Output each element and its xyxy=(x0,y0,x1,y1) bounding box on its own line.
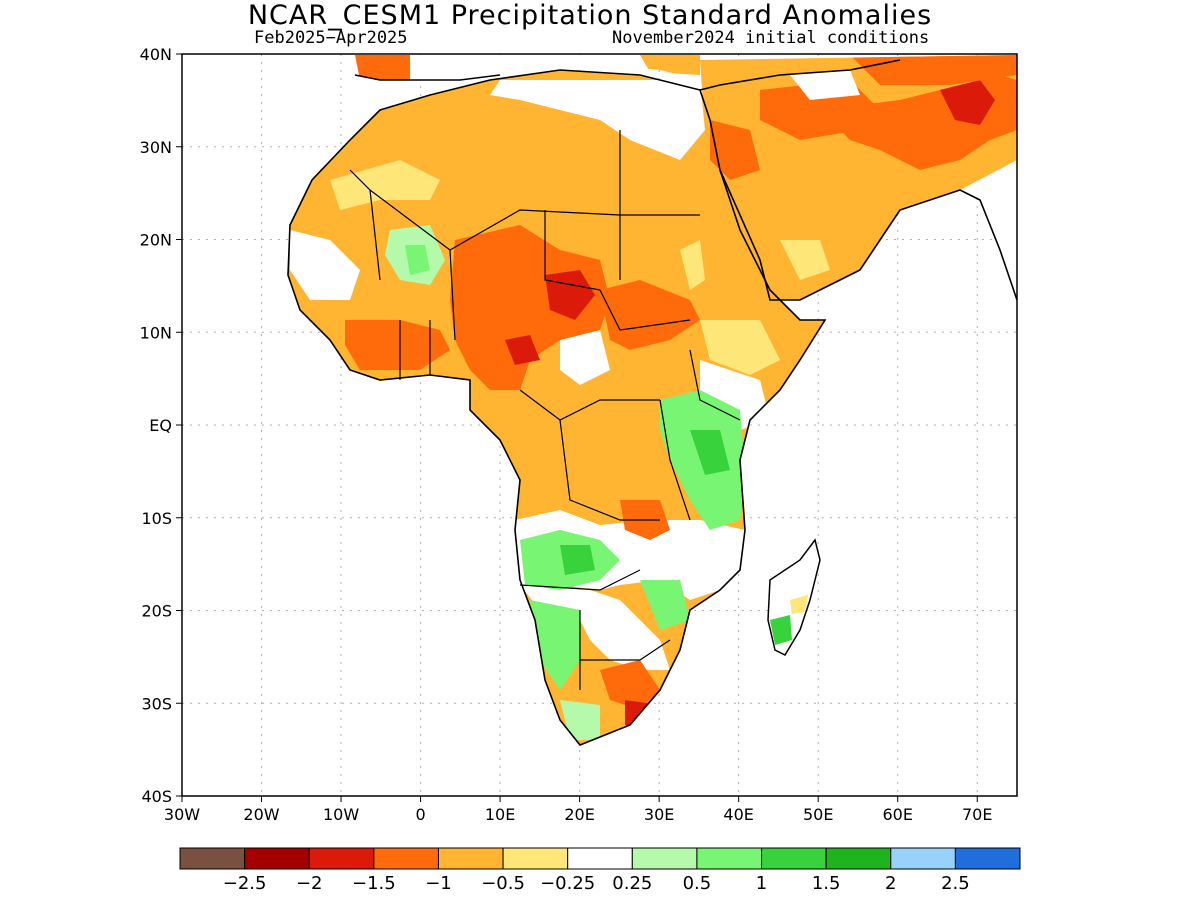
lat-tick-label: 40N xyxy=(140,45,172,64)
lat-tick-label: 40S xyxy=(141,787,172,806)
colorbar-swatch xyxy=(567,847,633,870)
colorbar-label: −0.25 xyxy=(540,873,595,894)
colorbar-label: 1.5 xyxy=(812,873,841,894)
lat-tick-label: 30S xyxy=(141,694,172,713)
lon-tick-label: 20E xyxy=(564,805,594,824)
colorbar-swatch xyxy=(373,847,439,870)
colorbar-swatch xyxy=(696,847,763,870)
forecast-period: Feb2025−Apr2025 xyxy=(254,28,408,48)
colorbar-swatch xyxy=(244,847,310,870)
colorbar-swatch xyxy=(761,847,827,870)
chart-title: NCAR_CESM1 Precipitation Standard Anomal… xyxy=(247,0,933,31)
coastlines xyxy=(287,59,1018,746)
lon-tick-label: 40E xyxy=(723,805,753,824)
colorbar-label: 0.25 xyxy=(612,873,652,894)
lon-tick-label: 50E xyxy=(803,805,833,824)
colorbar-swatch xyxy=(179,847,246,870)
colorbar: −2.5 −2 −1.5 −1 −0.5 −0.25 0.25 0.5 1 1.5 2 2.5 xyxy=(179,847,1021,894)
colorbar-swatch xyxy=(825,847,892,870)
colorbar-swatch xyxy=(437,847,504,870)
colorbar-swatch xyxy=(631,847,698,870)
lon-tick-label: 60E xyxy=(882,805,912,824)
lon-tick-label: 0 xyxy=(415,805,425,824)
lon-tick-label: 10W xyxy=(323,805,359,824)
colorbar-label: 0.5 xyxy=(683,873,712,894)
colorbar-swatch xyxy=(890,847,956,870)
colorbar-swatch xyxy=(502,847,569,870)
lon-tick-label: 30E xyxy=(644,805,674,824)
madagascar xyxy=(767,538,821,656)
colorbar-label: −1 xyxy=(425,873,452,894)
lat-tick-label: 30N xyxy=(140,138,172,157)
lon-tick-label: 70E xyxy=(962,805,992,824)
colorbar-label: −2.5 xyxy=(223,873,267,894)
lat-tick-label: 20S xyxy=(141,602,172,621)
colorbar-label: 2.5 xyxy=(941,873,970,894)
lon-tick-label: 30W xyxy=(164,805,200,824)
lat-tick-label: EQ xyxy=(149,416,172,435)
lat-tick-label: 20N xyxy=(140,231,172,250)
colorbar-label: −1.5 xyxy=(352,873,396,894)
initial-conditions: November2024 initial conditions xyxy=(612,28,930,48)
colorbar-label: −2 xyxy=(296,873,323,894)
colorbar-swatch xyxy=(954,847,1021,870)
lat-tick-label: 10S xyxy=(141,509,172,528)
colorbar-swatch xyxy=(308,847,375,870)
lon-tick-label: 20W xyxy=(243,805,279,824)
colorbar-label: 2 xyxy=(885,873,896,894)
lat-tick-label: 10N xyxy=(140,323,172,342)
colorbar-label: −0.5 xyxy=(481,873,525,894)
colorbar-label: 1 xyxy=(756,873,767,894)
country-borders xyxy=(349,130,741,690)
lon-tick-label: 10E xyxy=(485,805,515,824)
